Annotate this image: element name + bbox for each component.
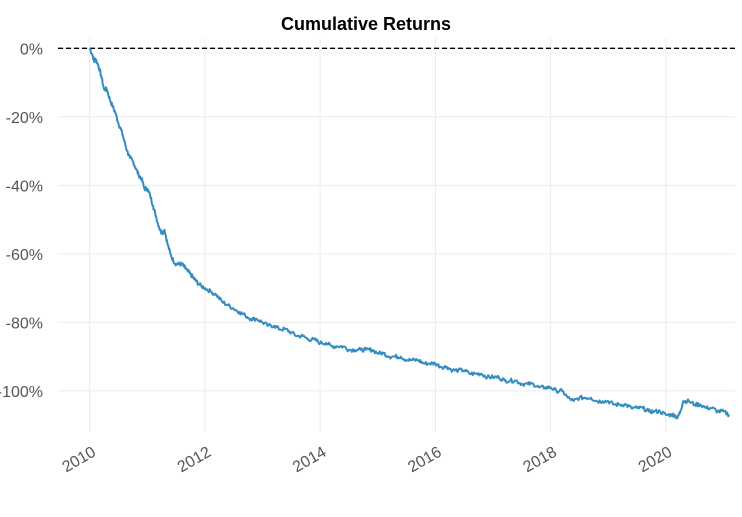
chart-title: Cumulative Returns [281, 14, 451, 34]
x-tick-label: 2018 [521, 444, 560, 477]
x-tick-label: 2014 [290, 444, 329, 477]
y-tick-label: -80% [6, 315, 43, 332]
y-tick-label: -60% [6, 247, 43, 264]
y-tick-label: -100% [0, 384, 43, 401]
grid [58, 38, 735, 432]
y-tick-label: -40% [6, 178, 43, 195]
y-axis: 0% -20% -40% -60% -80% -100% [0, 41, 43, 401]
x-axis: 2010 2012 2014 2016 2018 2020 [60, 444, 676, 477]
x-tick-label: 2016 [405, 444, 444, 477]
y-tick-label: 0% [20, 41, 43, 58]
x-tick-label: 2020 [636, 444, 675, 477]
series-line [88, 47, 731, 420]
y-tick-label: -20% [6, 110, 43, 127]
x-tick-label: 2012 [175, 444, 214, 477]
x-tick-label: 2010 [60, 444, 99, 477]
